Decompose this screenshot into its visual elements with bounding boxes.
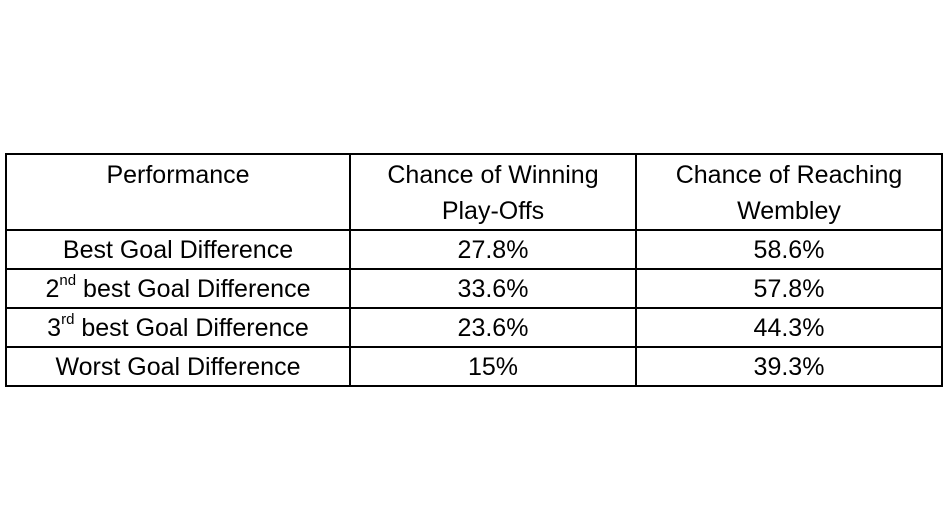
performance-label: best Goal Difference xyxy=(76,274,311,303)
cell-chance-winning: 15% xyxy=(349,346,637,387)
stats-table-container: Performance Chance of Winning Play-Offs … xyxy=(5,153,943,387)
cell-performance: 2nd best Goal Difference xyxy=(5,268,351,309)
table-row: 2nd best Goal Difference 33.6% 57.8% xyxy=(5,268,943,309)
header-performance: Performance xyxy=(5,153,351,231)
table-row: 3rd best Goal Difference 23.6% 44.3% xyxy=(5,307,943,348)
cell-chance-winning: 23.6% xyxy=(349,307,637,348)
cell-chance-winning: 27.8% xyxy=(349,229,637,270)
performance-prefix: 2 xyxy=(45,274,60,303)
cell-performance: Best Goal Difference xyxy=(5,229,351,270)
table-row: Worst Goal Difference 15% 39.3% xyxy=(5,346,943,387)
performance-label: Best Goal Difference xyxy=(62,235,294,264)
performance-label: best Goal Difference xyxy=(74,313,309,342)
performance-ordinal-suffix: nd xyxy=(59,272,77,290)
playoff-chances-table: Performance Chance of Winning Play-Offs … xyxy=(5,153,943,387)
header-reaching-line-2: Wembley xyxy=(737,197,841,225)
cell-chance-reaching: 39.3% xyxy=(635,346,943,387)
header-performance-line-1: Performance xyxy=(106,161,250,189)
cell-performance: Worst Goal Difference xyxy=(5,346,351,387)
header-winning-line-2: Play-Offs xyxy=(441,197,545,225)
table-body: Best Goal Difference 27.8% 58.6% 2nd bes… xyxy=(5,229,943,387)
header-reaching-line-1: Chance of Reaching xyxy=(675,161,903,189)
table-header: Performance Chance of Winning Play-Offs … xyxy=(5,153,943,231)
cell-chance-reaching: 57.8% xyxy=(635,268,943,309)
cell-chance-winning: 33.6% xyxy=(349,268,637,309)
cell-performance: 3rd best Goal Difference xyxy=(5,307,351,348)
performance-label: Worst Goal Difference xyxy=(55,352,301,381)
cell-chance-reaching: 58.6% xyxy=(635,229,943,270)
cell-chance-reaching: 44.3% xyxy=(635,307,943,348)
header-winning-line-1: Chance of Winning xyxy=(387,161,599,189)
header-chance-winning-playoffs: Chance of Winning Play-Offs xyxy=(349,153,637,231)
header-row: Performance Chance of Winning Play-Offs … xyxy=(5,153,943,231)
performance-ordinal-suffix: rd xyxy=(61,311,75,329)
performance-prefix: 3 xyxy=(47,313,62,342)
header-chance-reaching-wembley: Chance of Reaching Wembley xyxy=(635,153,943,231)
table-row: Best Goal Difference 27.8% 58.6% xyxy=(5,229,943,270)
